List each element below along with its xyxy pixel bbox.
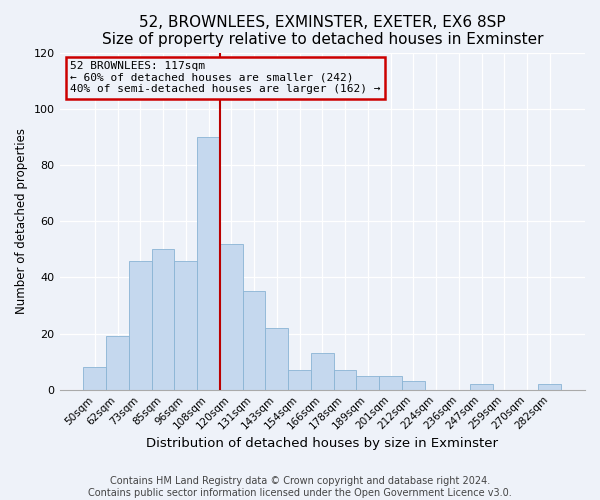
Bar (83, 368, 106, 390)
Bar (265, 328, 288, 390)
Bar (220, 244, 242, 390)
Text: Contains HM Land Registry data © Crown copyright and database right 2024.
Contai: Contains HM Land Registry data © Crown c… (88, 476, 512, 498)
Bar (175, 260, 197, 390)
Y-axis label: Number of detached properties: Number of detached properties (15, 128, 28, 314)
Bar (242, 292, 265, 390)
Bar (402, 382, 425, 390)
Bar (197, 137, 220, 390)
Bar (334, 370, 356, 390)
Bar (152, 250, 175, 390)
Title: 52, BROWNLEES, EXMINSTER, EXETER, EX6 8SP
Size of property relative to detached : 52, BROWNLEES, EXMINSTER, EXETER, EX6 8S… (101, 15, 543, 48)
Bar (356, 376, 379, 390)
Bar (129, 260, 152, 390)
X-axis label: Distribution of detached houses by size in Exminster: Distribution of detached houses by size … (146, 437, 498, 450)
Bar (311, 353, 334, 390)
Bar (288, 370, 311, 390)
Bar (106, 336, 129, 390)
Bar (470, 384, 493, 390)
Bar (538, 384, 561, 390)
Bar (379, 376, 402, 390)
Text: 52 BROWNLEES: 117sqm
← 60% of detached houses are smaller (242)
40% of semi-deta: 52 BROWNLEES: 117sqm ← 60% of detached h… (70, 61, 380, 94)
